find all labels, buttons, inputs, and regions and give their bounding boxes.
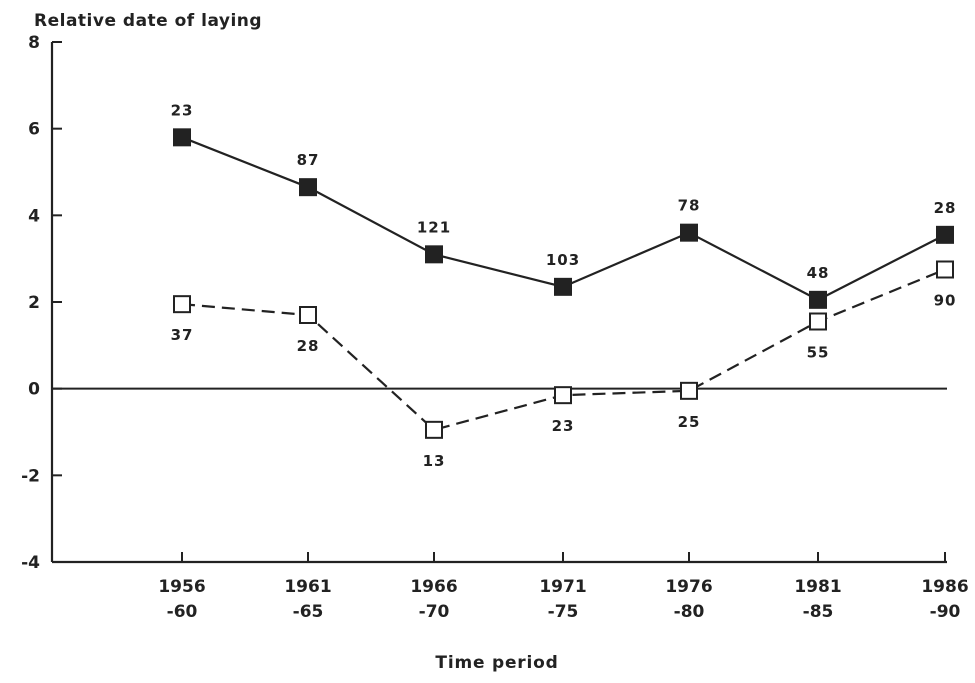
data-point-marker — [936, 225, 954, 244]
data-point-marker — [936, 260, 954, 279]
ticks: 8 6 4 2 0 -2 -4 1956 -60 1961 -65 1966 -70 1971 -75 197… — [21, 33, 969, 622]
x-tick-label: 1966 — [410, 577, 457, 597]
data-label: 121 — [417, 218, 451, 236]
data-label: 87 — [297, 151, 320, 169]
data-point-marker — [680, 223, 698, 242]
data-label: 103 — [546, 251, 580, 269]
y-tick-label: 6 — [28, 120, 40, 140]
series-1: 23 87 121 103 78 48 28 — [171, 101, 957, 309]
x-tick-label: -90 — [930, 602, 961, 622]
x-tick-label: 1986 — [921, 577, 968, 597]
data-point-marker — [425, 245, 443, 264]
series-2: 37 28 13 23 25 55 90 — [171, 260, 957, 470]
y-tick-label: 8 — [28, 33, 40, 53]
y-tick-label: 4 — [28, 206, 40, 226]
data-point-marker — [809, 290, 827, 309]
data-point-marker — [680, 381, 698, 400]
x-tick-label: -60 — [167, 602, 198, 622]
data-label: 23 — [552, 417, 575, 435]
data-point-marker — [809, 312, 827, 331]
x-axis-label: Time period — [435, 653, 558, 673]
data-label: 28 — [297, 337, 320, 355]
data-label: 55 — [807, 344, 830, 362]
y-tick-label: 0 — [28, 380, 40, 400]
x-tick-label: 1981 — [794, 577, 841, 597]
data-point-marker — [299, 306, 317, 324]
x-tick-label: 1961 — [284, 577, 331, 597]
x-tick-label: 1956 — [158, 577, 205, 597]
x-tick-label: -65 — [293, 602, 324, 622]
x-tick-label: -75 — [548, 602, 579, 622]
x-tick-label: -85 — [803, 602, 834, 622]
y-tick-label: 2 — [28, 293, 40, 313]
series-layer: 23 87 121 103 78 48 28 37 28 13 23 25 55 90 — [171, 101, 957, 470]
y-tick-label: -2 — [21, 466, 40, 486]
x-tick-label: 1976 — [665, 577, 712, 597]
data-label: 90 — [934, 292, 957, 310]
data-point-marker — [554, 277, 572, 296]
y-tick-label: -4 — [21, 553, 40, 573]
data-label: 25 — [678, 413, 701, 431]
y-axis-label: Relative date of laying — [34, 11, 262, 31]
data-point-marker — [173, 128, 191, 147]
x-tick-label: -70 — [419, 602, 450, 622]
data-point-marker — [554, 386, 572, 405]
x-tick-label: 1971 — [539, 577, 586, 597]
data-label: 37 — [171, 326, 194, 344]
data-point-marker — [425, 420, 443, 439]
data-label: 48 — [807, 264, 830, 282]
data-label: 23 — [171, 101, 194, 119]
x-tick-label: -80 — [674, 602, 705, 622]
data-label: 13 — [423, 452, 446, 470]
data-point-marker — [299, 178, 317, 197]
data-label: 28 — [934, 199, 957, 217]
data-label: 78 — [678, 197, 701, 215]
data-point-marker — [173, 295, 191, 314]
